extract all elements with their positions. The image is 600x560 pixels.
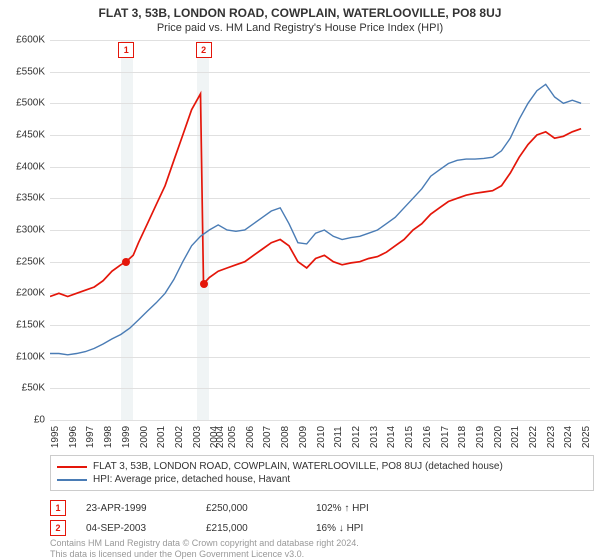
footer-line: This data is licensed under the Open Gov…	[50, 549, 359, 560]
x-axis-label: 2018	[457, 426, 468, 448]
sale-dot	[200, 280, 208, 288]
sale-dot	[122, 258, 130, 266]
x-axis-label: 2021	[510, 426, 521, 448]
legend-item: HPI: Average price, detached house, Hava…	[57, 473, 587, 486]
chart-title: FLAT 3, 53B, LONDON ROAD, COWPLAIN, WATE…	[0, 0, 600, 20]
sale-pct: 102% ↑ HPI	[316, 503, 416, 514]
legend-swatch	[57, 466, 87, 468]
x-axis-label: 2010	[316, 426, 327, 448]
x-axis-label: 2014	[386, 426, 397, 448]
x-axis-label: 2007	[262, 426, 273, 448]
y-axis-label: £550K	[5, 66, 45, 77]
y-axis-label: £50K	[5, 383, 45, 394]
x-axis-label: 1999	[121, 426, 132, 448]
footer-line: Contains HM Land Registry data © Crown c…	[50, 538, 359, 549]
sale-row: 2 04-SEP-2003 £215,000 16% ↓ HPI	[50, 518, 580, 538]
y-axis-label: £450K	[5, 130, 45, 141]
x-axis-label: 2022	[528, 426, 539, 448]
y-axis-label: £300K	[5, 225, 45, 236]
x-axis-label: 2023	[546, 426, 557, 448]
x-axis-label: 2006	[245, 426, 256, 448]
sale-pct: 16% ↓ HPI	[316, 523, 416, 534]
x-axis-label: 2012	[351, 426, 362, 448]
series-property	[50, 94, 581, 297]
sale-date: 23-APR-1999	[86, 503, 186, 514]
x-axis-label: 2011	[333, 426, 344, 448]
sale-price: £250,000	[206, 503, 296, 514]
sale-price: £215,000	[206, 523, 296, 534]
x-axis-label: 2004	[215, 426, 226, 448]
sale-marker-box: 2	[196, 42, 212, 58]
x-axis-label: 2002	[174, 426, 185, 448]
sale-marker-box: 1	[118, 42, 134, 58]
footer-attribution: Contains HM Land Registry data © Crown c…	[50, 538, 359, 560]
x-axis-label: 2001	[156, 426, 167, 448]
plot-area: £0£50K£100K£150K£200K£250K£300K£350K£400…	[50, 40, 590, 420]
y-axis-label: £600K	[5, 35, 45, 46]
x-axis-label: 1997	[85, 426, 96, 448]
series-hpi	[50, 84, 581, 355]
sales-list: 1 23-APR-1999 £250,000 102% ↑ HPI 2 04-S…	[50, 498, 580, 538]
x-axis-label: 1998	[103, 426, 114, 448]
legend-swatch	[57, 479, 87, 481]
y-axis-label: £150K	[5, 320, 45, 331]
legend-label: FLAT 3, 53B, LONDON ROAD, COWPLAIN, WATE…	[93, 461, 503, 472]
sale-date: 04-SEP-2003	[86, 523, 186, 534]
x-axis-label: 1995	[50, 426, 61, 448]
x-axis-label: 2009	[298, 426, 309, 448]
x-axis-label: 1996	[68, 426, 79, 448]
x-axis-label: 2013	[369, 426, 380, 448]
y-axis-label: £250K	[5, 256, 45, 267]
x-axis-label: 2016	[422, 426, 433, 448]
y-axis-label: £100K	[5, 351, 45, 362]
legend-label: HPI: Average price, detached house, Hava…	[93, 474, 290, 485]
x-axis-label: 2000	[139, 426, 150, 448]
legend-item: FLAT 3, 53B, LONDON ROAD, COWPLAIN, WATE…	[57, 460, 587, 473]
line-chart-svg	[50, 40, 590, 420]
y-axis-label: £500K	[5, 98, 45, 109]
sale-row: 1 23-APR-1999 £250,000 102% ↑ HPI	[50, 498, 580, 518]
x-axis-label: 2008	[280, 426, 291, 448]
sale-marker: 2	[50, 520, 66, 536]
y-axis-label: £350K	[5, 193, 45, 204]
x-axis-label: 2025	[581, 426, 592, 448]
x-axis-label: 2015	[404, 426, 415, 448]
y-axis-label: £200K	[5, 288, 45, 299]
x-axis-label: 2020	[493, 426, 504, 448]
x-axis-label: 2017	[440, 426, 451, 448]
legend: FLAT 3, 53B, LONDON ROAD, COWPLAIN, WATE…	[50, 455, 594, 491]
y-axis-label: £0	[5, 415, 45, 426]
x-axis-label: 2024	[563, 426, 574, 448]
chart-container: FLAT 3, 53B, LONDON ROAD, COWPLAIN, WATE…	[0, 0, 600, 560]
sale-marker: 1	[50, 500, 66, 516]
x-axis-label: 2003	[192, 426, 203, 448]
x-axis-label: 2005	[227, 426, 238, 448]
chart-subtitle: Price paid vs. HM Land Registry's House …	[0, 20, 600, 34]
x-axis-label: 2019	[475, 426, 486, 448]
y-axis-label: £400K	[5, 161, 45, 172]
